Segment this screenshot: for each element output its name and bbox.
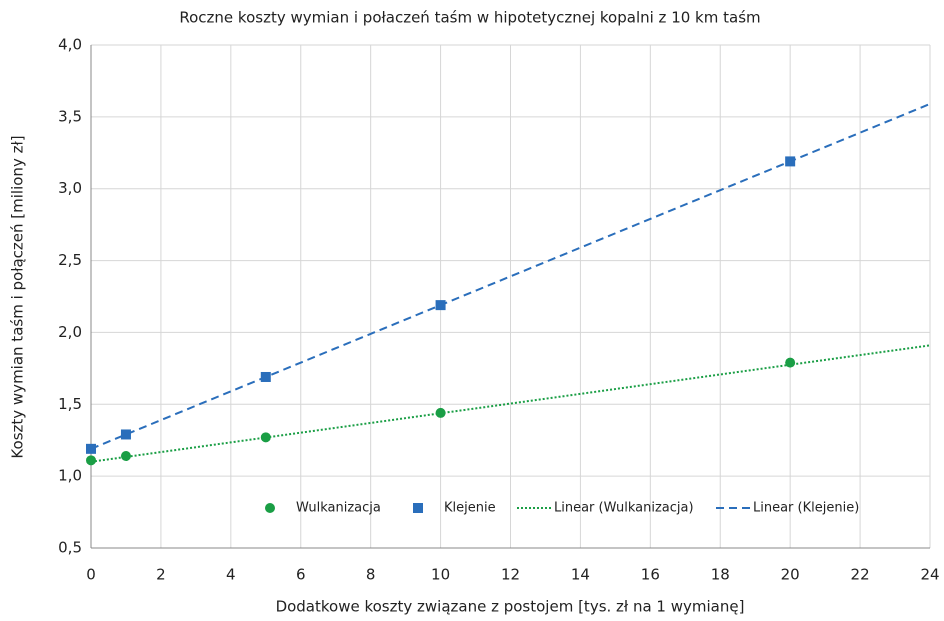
y-tick-label: 3,5 [58,107,82,125]
y-axis-label: Koszty wymian taśm i połączeń [miliony z… [9,135,27,458]
y-tick-label: 1,5 [58,395,82,413]
x-tick-label: 22 [851,566,870,584]
point [435,407,446,418]
y-tick-label: 2,0 [58,323,82,341]
x-tick-label: 0 [86,566,96,584]
x-tick-label: 16 [641,566,660,584]
x-tick-label: 14 [571,566,590,584]
legend-label: Linear (Wulkanizacja) [554,501,694,516]
x-tick-label: 18 [711,566,730,584]
y-tick-label: 2,5 [58,251,82,269]
point [435,300,446,311]
legend-swatch [413,503,423,513]
x-tick-label: 10 [431,566,450,584]
x-tick-label: 24 [920,566,939,584]
point [86,455,96,466]
chart-title: Roczne koszty wymian i połaczeń taśm w h… [179,9,760,27]
legend-label: Klejenie [444,501,496,516]
x-tick-label: 12 [501,566,520,584]
x-axis-label: Dodatkowe koszty związane z postojem [ty… [276,598,745,616]
y-tick-label: 0,5 [58,539,82,557]
legend-swatch [265,503,275,513]
point [785,357,796,368]
y-tick-label: 3,0 [58,179,82,197]
legend-label: Linear (Klejenie) [753,501,859,516]
point [86,443,96,454]
y-tick-label: 4,0 [58,36,82,54]
point [120,451,131,462]
x-tick-label: 8 [366,566,376,584]
x-tick-label: 2 [156,566,166,584]
point [120,429,131,440]
y-tick-label: 1,0 [58,467,82,485]
point [260,371,271,382]
point [785,156,796,167]
x-tick-label: 6 [296,566,306,584]
x-tick-label: 20 [781,566,800,584]
x-tick-label: 4 [226,566,236,584]
legend-label: Wulkanizacja [296,501,381,516]
point [260,432,271,443]
